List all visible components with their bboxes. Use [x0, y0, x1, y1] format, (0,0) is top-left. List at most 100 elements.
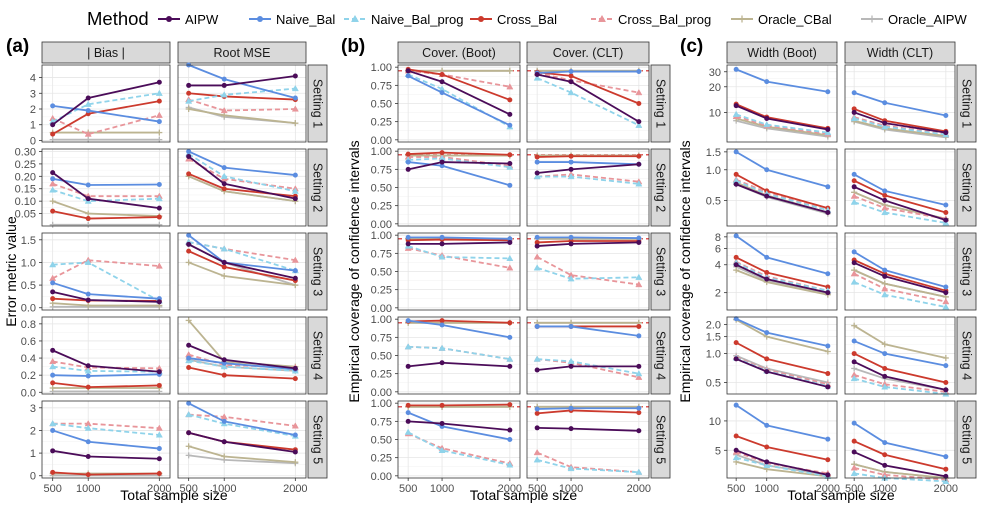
- y-tick-label: 0.15: [15, 184, 36, 196]
- data-point: [732, 110, 740, 117]
- data-point: [568, 159, 574, 165]
- data-point: [220, 363, 228, 370]
- facet-strip-label: Setting 4: [311, 331, 325, 380]
- facet-root-mse-setting-3: [177, 232, 307, 311]
- legend-item-cross-bal-prog: Cross_Bal_prog: [591, 12, 711, 27]
- data-point: [220, 172, 228, 179]
- series-oracle-cbal: [851, 267, 949, 300]
- legend-item-naive-bal: Naive_Bal: [249, 12, 335, 27]
- data-point: [943, 202, 949, 208]
- data-point: [507, 363, 513, 369]
- y-tick-label: 1.5: [706, 147, 721, 159]
- facet-border: [844, 64, 956, 143]
- data-point: [636, 363, 642, 369]
- data-point: [291, 256, 299, 263]
- legend-item-aipw: AIPW: [158, 12, 219, 27]
- y-tick-label: 0.00: [371, 471, 392, 483]
- facet-border: [177, 400, 307, 479]
- data-point: [221, 165, 227, 171]
- series-aipw: [851, 260, 949, 296]
- data-point: [568, 69, 574, 75]
- legend-key-marker: [868, 15, 876, 23]
- data-point: [156, 446, 162, 452]
- facet-border: [726, 64, 838, 143]
- facet-strip-row: [650, 400, 671, 479]
- facet-border: [177, 64, 307, 143]
- data-point: [733, 262, 739, 268]
- data-point: [84, 367, 92, 374]
- data-point: [186, 90, 192, 96]
- facet-width-clt-setting-3: [844, 232, 956, 311]
- facet-strip-row: [650, 232, 671, 311]
- series-naive-bal-prog: [533, 456, 643, 475]
- data-point: [943, 454, 949, 460]
- facet-width-clt-setting-1: [844, 64, 956, 143]
- y-tick-label: 1: [30, 120, 36, 132]
- series-cross-bal: [851, 178, 949, 216]
- y-tick-label: 0.8: [21, 319, 36, 331]
- data-point: [943, 363, 949, 369]
- data-point: [763, 461, 771, 468]
- data-point: [636, 333, 642, 339]
- y-tick-label: 1.0: [706, 349, 721, 361]
- data-point: [185, 97, 193, 104]
- data-point: [635, 88, 643, 96]
- facet-strip-label: Cover. (CLT): [553, 46, 624, 60]
- data-point: [438, 446, 446, 453]
- series-line: [537, 236, 639, 239]
- series-aipw: [186, 73, 298, 88]
- facet-strip-row: [956, 64, 977, 143]
- data-point: [851, 351, 857, 357]
- data-point: [220, 106, 228, 114]
- data-point: [568, 153, 574, 159]
- data-point: [49, 180, 57, 187]
- y-tick-label: 0.6: [21, 336, 36, 348]
- data-point: [506, 264, 514, 271]
- x-tick-label: 1000: [76, 483, 100, 495]
- facet-strip-label: Setting 4: [960, 331, 974, 380]
- facet-border: [844, 232, 956, 311]
- series-aipw: [534, 239, 642, 249]
- data-point: [851, 322, 858, 329]
- data-point: [733, 356, 739, 362]
- data-point: [291, 84, 299, 92]
- data-point: [50, 296, 56, 302]
- data-point: [220, 245, 228, 252]
- data-point: [405, 402, 411, 408]
- data-point: [292, 73, 298, 79]
- y-tick-label: 0.75: [371, 332, 392, 344]
- data-point: [221, 259, 227, 265]
- y-tick-label: 2: [30, 425, 36, 437]
- legend-key-marker: [257, 16, 263, 22]
- data-point: [439, 159, 445, 165]
- data-point: [507, 111, 513, 117]
- data-point: [851, 178, 857, 184]
- series-cross-bal: [405, 150, 513, 158]
- series-aipw: [733, 181, 831, 216]
- data-point: [50, 176, 56, 182]
- data-point: [85, 363, 91, 369]
- data-point: [156, 98, 162, 104]
- data-point: [221, 273, 228, 280]
- legend-item-naive-bal-prog: Naive_Bal_prog: [344, 12, 464, 27]
- data-point: [186, 355, 192, 361]
- facet-border: [844, 316, 956, 395]
- data-point: [850, 192, 858, 199]
- data-point: [84, 424, 92, 431]
- series-oracle-cbal: [185, 259, 299, 289]
- data-point: [155, 111, 163, 118]
- data-point: [851, 438, 857, 444]
- series-cross-bal: [733, 433, 831, 463]
- data-point: [825, 371, 831, 377]
- data-point: [221, 453, 228, 460]
- data-point: [156, 456, 162, 462]
- data-point: [882, 273, 888, 279]
- x-tick-label: 2000: [627, 483, 651, 495]
- y-tick-label: 0: [30, 135, 36, 147]
- y-tick-label: 0.75: [371, 416, 392, 428]
- facet-width-boot-setting-5: 500 1000 2000: [726, 400, 840, 495]
- y-tick-label: 0.5: [706, 378, 721, 390]
- data-point: [506, 355, 514, 362]
- facet-strip-row: [956, 148, 977, 227]
- y-tick-label: 0.75: [371, 80, 392, 92]
